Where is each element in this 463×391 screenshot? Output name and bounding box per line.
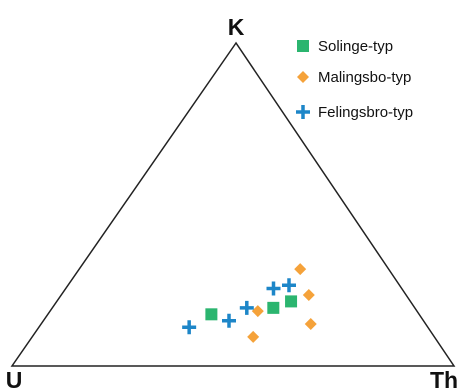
legend-label-felingsbro: Felingsbro-typ: [318, 104, 413, 121]
legend-marker-malingsbo: [297, 71, 309, 83]
legend-marker-felingsbro: [296, 105, 310, 119]
apex-label-right: Th: [430, 367, 458, 391]
data-point-diamond-1-3: [247, 330, 260, 343]
data-point-plus-2-4: [182, 320, 197, 335]
legend-marker-solinge: [297, 40, 309, 52]
legend-label-malingsbo: Malingsbo-typ: [318, 69, 411, 86]
data-point-diamond-1-1: [302, 288, 315, 301]
data-point-square-0-2: [267, 301, 280, 314]
apex-label-top: K: [228, 14, 245, 40]
legend-label-solinge: Solinge-typ: [318, 38, 393, 55]
data-point-diamond-1-0: [294, 263, 307, 276]
legend: Solinge-typ Malingsbo-typ Felingsbro-typ: [296, 38, 413, 121]
data-point-square-0-0: [205, 308, 218, 321]
ternary-triangle: [10, 41, 456, 367]
apex-label-left: U: [6, 367, 23, 391]
data-point-plus-2-3: [222, 313, 236, 328]
data-point-plus-2-2: [239, 300, 254, 315]
data-point-diamond-1-2: [251, 305, 264, 318]
data-point-plus-2-0: [266, 281, 281, 296]
data-points: [182, 263, 317, 343]
data-point-diamond-1-4: [304, 318, 317, 331]
data-point-plus-2-1: [282, 278, 296, 293]
data-point-square-0-1: [285, 295, 298, 308]
